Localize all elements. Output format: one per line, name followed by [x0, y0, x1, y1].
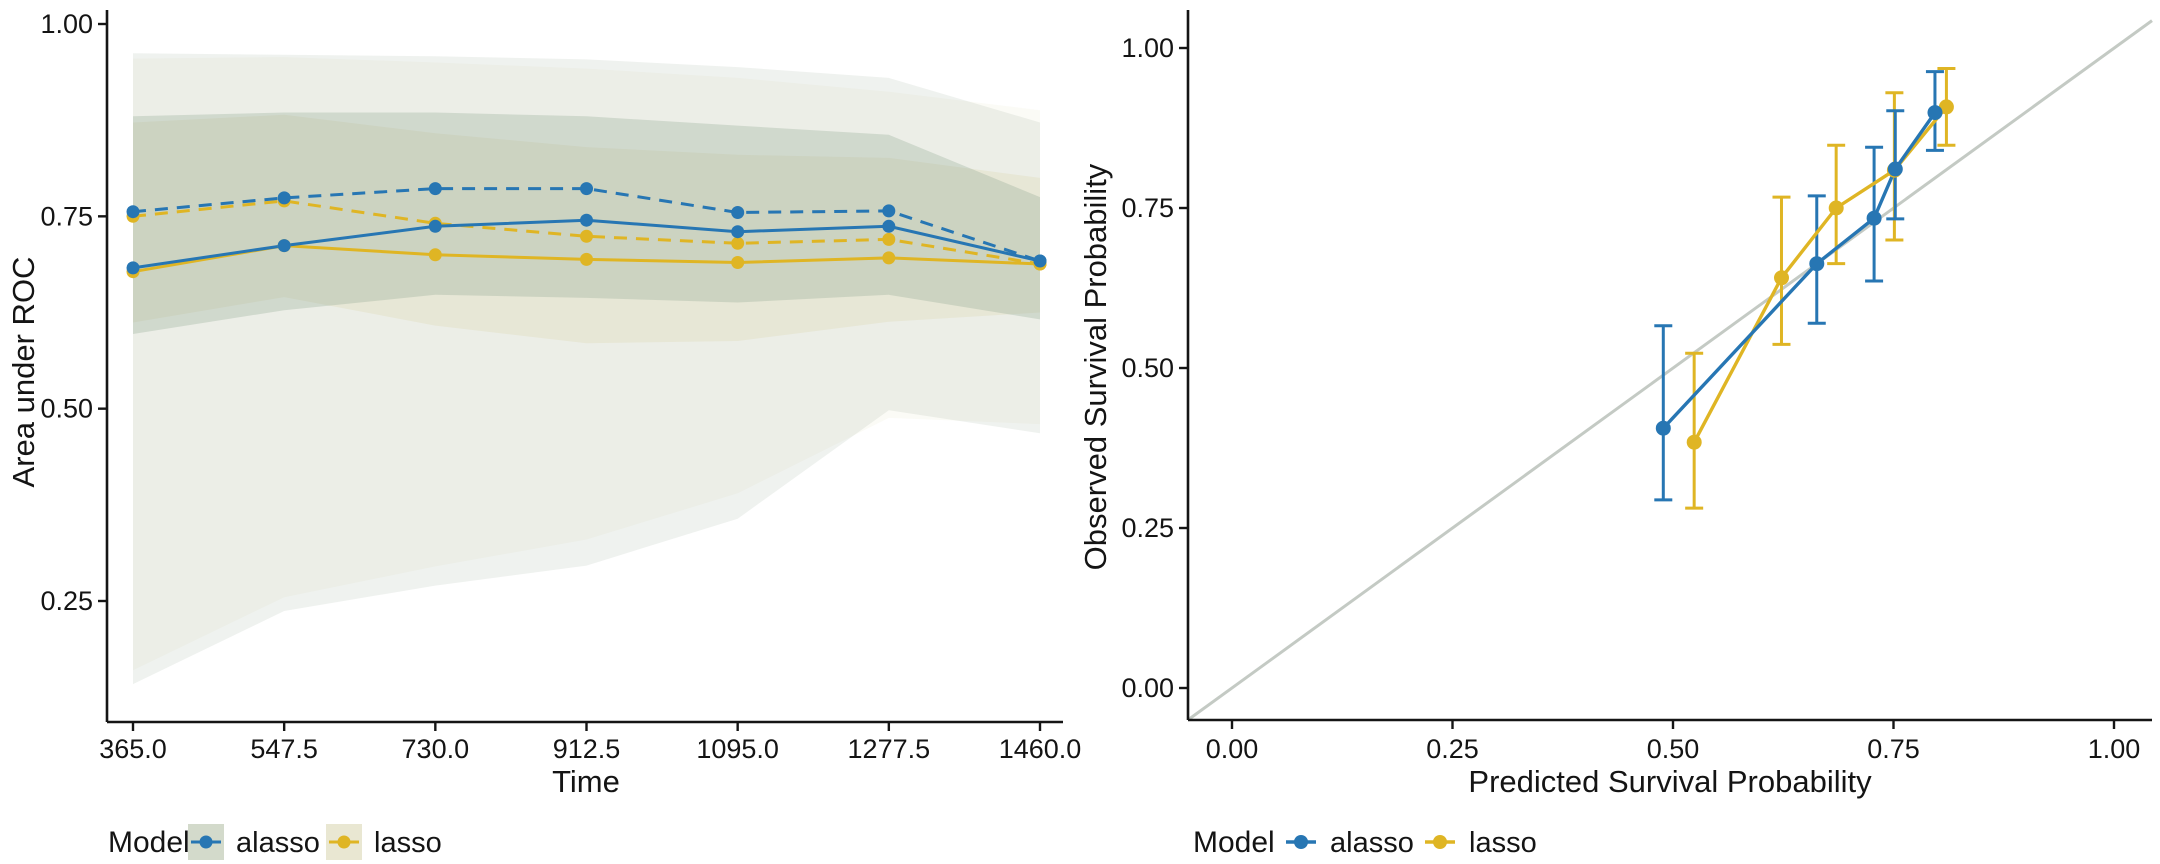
data-point	[882, 219, 896, 233]
data-point	[1828, 200, 1844, 216]
series-points-alasso	[1655, 105, 1943, 436]
legend-item-label: lasso	[374, 827, 442, 859]
series-line-lasso	[1692, 105, 1948, 443]
y-tick-label: 0.00	[1121, 673, 1174, 703]
series-points-alasso-solid	[126, 213, 1047, 275]
y-tick-label: 1.00	[40, 9, 93, 39]
x-tick-label: 1.00	[2088, 734, 2141, 764]
y-tick-label: 0.25	[40, 586, 93, 616]
legend-item-label: alasso	[236, 827, 320, 859]
y-axis-title: Area under ROC	[6, 257, 41, 488]
right-chart-legend: Model alasso lasso	[1193, 826, 1537, 859]
x-tick-label: 1277.5	[848, 734, 931, 764]
data-point	[277, 239, 291, 253]
left-chart-confidence-ribbons	[133, 53, 1040, 685]
right-chart-axes: 0.00 0.25 0.50 0.75 1.00 0.00 0.25 0.50 0.75 1.00…	[1078, 10, 2152, 799]
x-tick-label: 0.50	[1647, 734, 1700, 764]
left-chart-axes: 0.25 0.50 0.75 1.00 365.0 547.5 730.0 912.5 1095…	[6, 9, 1081, 799]
data-point	[1887, 161, 1903, 177]
error-bars-lasso	[1685, 66, 1956, 510]
data-point	[428, 182, 442, 196]
x-tick-label: 1095.0	[696, 734, 779, 764]
data-point	[882, 251, 896, 265]
data-point	[580, 182, 593, 196]
x-axis-title: Predicted Survival Probability	[1468, 764, 1872, 799]
x-tick-label: 0.25	[1426, 734, 1479, 764]
y-tick-label: 0.25	[1121, 513, 1174, 543]
x-tick-label: 912.5	[553, 734, 621, 764]
y-tick-label: 1.00	[1121, 33, 1174, 63]
y-tick-label: 0.50	[40, 394, 93, 424]
legend-item-alasso: alasso	[188, 824, 320, 860]
x-tick-label: 730.0	[402, 734, 470, 764]
legend-item-lasso: lasso	[326, 824, 442, 860]
data-point	[1809, 256, 1825, 272]
data-point	[126, 205, 140, 219]
data-point	[1655, 420, 1671, 436]
legend-key-point	[1294, 835, 1308, 849]
ribbon-lasso-narrow-ci	[133, 114, 1040, 344]
data-point	[277, 191, 291, 205]
x-tick-label: 547.5	[250, 734, 318, 764]
legend-item-label: lasso	[1469, 827, 1537, 859]
y-tick-label: 0.75	[1121, 193, 1174, 223]
identity-reference-line	[1187, 19, 2153, 722]
data-point	[882, 232, 896, 246]
data-point	[428, 219, 442, 233]
data-point	[580, 252, 593, 266]
data-point	[1686, 434, 1702, 450]
x-tick-label: 1460.0	[999, 734, 1082, 764]
series-points-lasso	[1686, 99, 1954, 450]
x-axis-title: Time	[552, 764, 620, 799]
legend-key-point	[337, 835, 351, 849]
data-point	[1927, 105, 1943, 121]
y-tick-label: 0.75	[40, 201, 93, 231]
data-point	[580, 213, 593, 227]
y-tick-label: 0.50	[1121, 353, 1174, 383]
legend-title: Model	[1193, 826, 1275, 859]
legend-item-label: alasso	[1330, 827, 1414, 859]
legend-key-point	[1433, 835, 1447, 849]
data-point	[731, 256, 745, 269]
legend-item-alasso: alasso	[1286, 827, 1414, 859]
data-point	[580, 229, 593, 243]
data-point	[731, 225, 745, 239]
data-point	[1774, 270, 1789, 286]
data-point	[731, 206, 745, 219]
legend-item-lasso: lasso	[1425, 827, 1537, 859]
x-tick-label: 0.00	[1206, 734, 1259, 764]
x-tick-label: 0.75	[1867, 734, 1920, 764]
right-chart-calibration-panel: 0.00 0.25 0.50 0.75 1.00 0.00 0.25 0.50 0.75 1.00…	[1078, 10, 2153, 859]
left-chart-auc-panel: 0.25 0.50 0.75 1.00 365.0 547.5 730.0 912.5 1095…	[6, 9, 1081, 860]
legend-title: Model	[108, 826, 190, 859]
data-point	[126, 261, 140, 275]
y-axis-title: Observed Survival Probability	[1078, 163, 1113, 570]
left-chart-legend: Model alasso lasso	[108, 824, 442, 860]
data-point	[1033, 254, 1047, 268]
legend-key-point	[199, 835, 213, 849]
data-point	[1866, 210, 1882, 226]
data-point	[1938, 99, 1954, 115]
data-point	[731, 236, 745, 250]
data-point	[882, 204, 896, 218]
data-point	[428, 248, 442, 262]
x-tick-label: 365.0	[99, 734, 167, 764]
